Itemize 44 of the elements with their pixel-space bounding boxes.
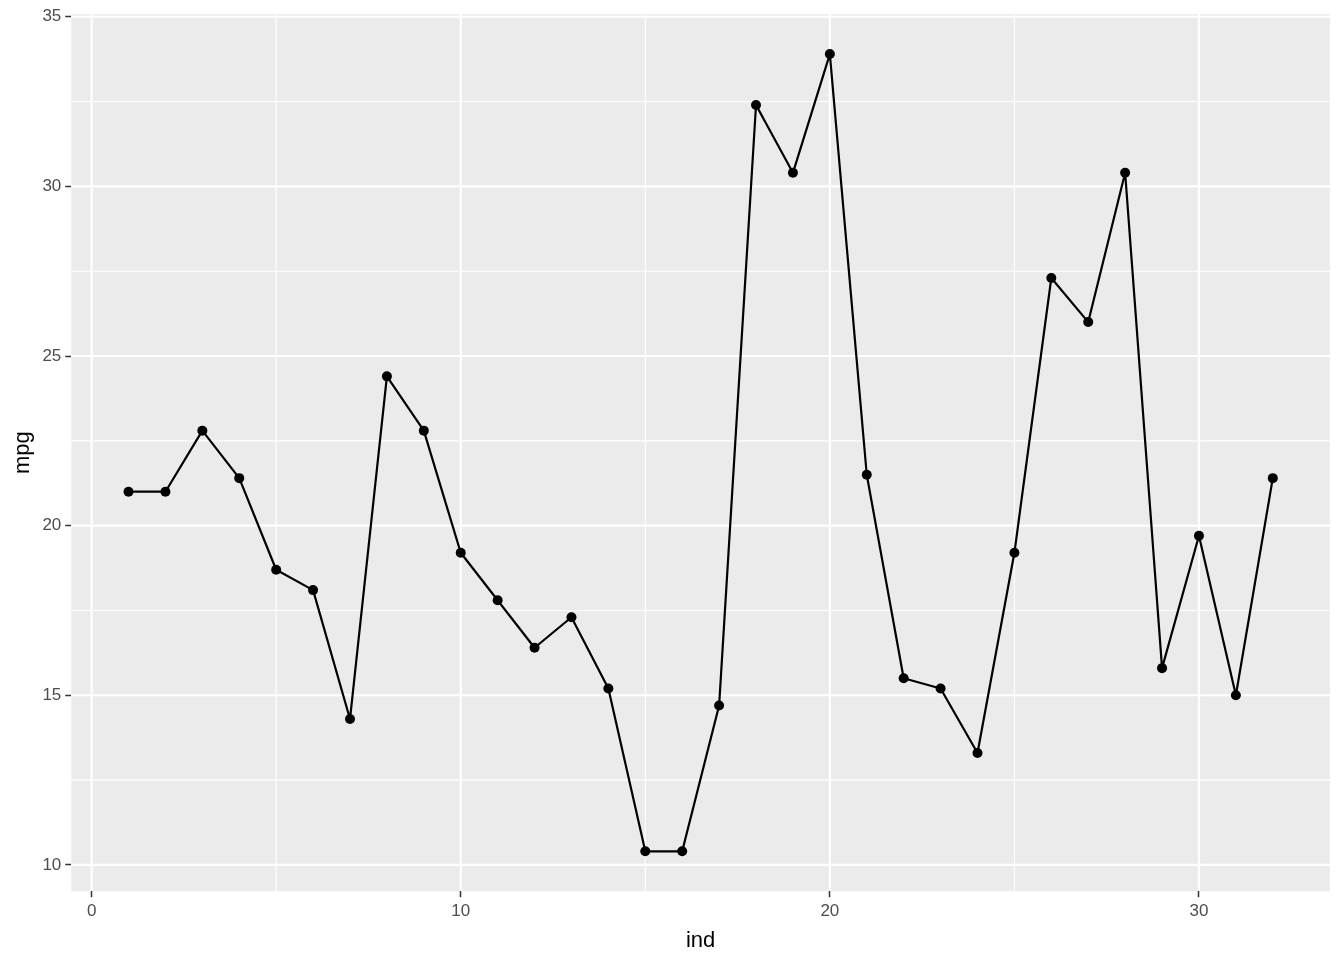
point bbox=[640, 846, 651, 857]
y-tick-label: 25 bbox=[42, 345, 62, 365]
x-tick-label: 20 bbox=[820, 901, 840, 921]
y-axis-title: mpg bbox=[9, 431, 35, 475]
point bbox=[1083, 317, 1094, 328]
point bbox=[751, 99, 762, 110]
point bbox=[1267, 473, 1278, 484]
y-tick-label: 10 bbox=[42, 854, 62, 874]
point bbox=[271, 564, 282, 575]
point bbox=[1046, 272, 1057, 283]
x-axis-title: ind bbox=[685, 926, 716, 952]
y-tick-label: 20 bbox=[42, 515, 62, 535]
y-tick-label: 15 bbox=[42, 684, 62, 704]
point bbox=[861, 469, 872, 480]
point bbox=[677, 846, 688, 857]
point bbox=[1009, 547, 1020, 558]
point bbox=[197, 425, 208, 436]
point bbox=[1120, 167, 1131, 178]
point bbox=[714, 700, 725, 711]
point bbox=[455, 547, 466, 558]
y-tick-label: 35 bbox=[42, 6, 62, 26]
point bbox=[123, 486, 134, 497]
point bbox=[1157, 663, 1168, 674]
point bbox=[344, 714, 355, 725]
point bbox=[529, 642, 540, 653]
point bbox=[160, 486, 171, 497]
point bbox=[603, 683, 614, 694]
x-tick-label: 30 bbox=[1189, 901, 1209, 921]
point bbox=[234, 473, 245, 484]
point bbox=[1193, 530, 1204, 541]
point bbox=[824, 49, 835, 60]
point bbox=[972, 747, 983, 758]
x-tick-label: 0 bbox=[86, 901, 97, 921]
point bbox=[418, 425, 429, 436]
point bbox=[381, 371, 392, 382]
point bbox=[492, 595, 503, 606]
point bbox=[898, 673, 909, 684]
point bbox=[935, 683, 946, 694]
x-tick-label: 10 bbox=[451, 901, 471, 921]
point bbox=[308, 585, 319, 596]
point bbox=[566, 612, 577, 623]
point bbox=[1230, 690, 1241, 701]
point bbox=[787, 167, 798, 178]
y-tick-label: 30 bbox=[42, 176, 62, 196]
